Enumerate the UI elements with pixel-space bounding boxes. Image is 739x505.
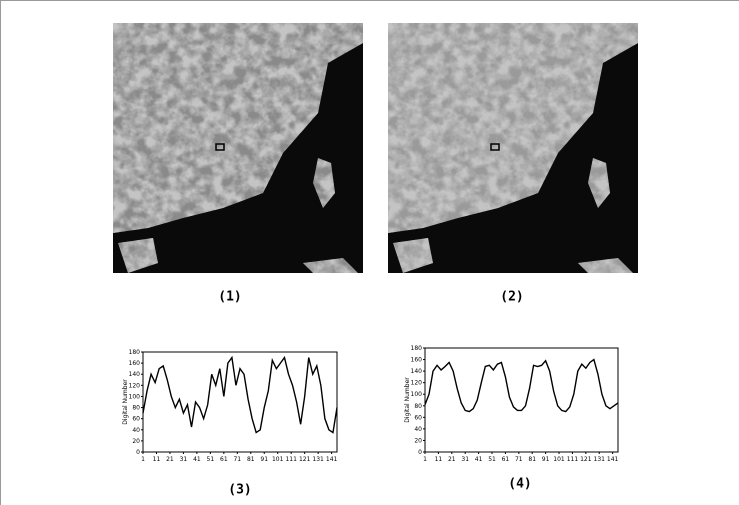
x-tick-label: 61: [220, 456, 228, 463]
y-axis-title: Digital Number: [404, 377, 411, 423]
y-tick-label: 80: [414, 403, 422, 410]
x-tick-label: 91: [542, 456, 550, 463]
x-tick-label: 131: [594, 456, 606, 463]
y-tick-label: 180: [129, 349, 141, 356]
plot-frame: [424, 347, 619, 453]
y-tick-label: 20: [414, 437, 422, 444]
x-tick-label: 31: [461, 456, 469, 463]
x-tick-label: 71: [233, 456, 241, 463]
x-tick-label: 21: [448, 456, 456, 463]
y-tick-label: 60: [414, 414, 422, 421]
x-tick-label: 111: [567, 456, 579, 463]
x-tick-label: 81: [247, 456, 255, 463]
satellite-image: [113, 23, 363, 273]
x-tick-label: 131: [312, 456, 324, 463]
x-tick-label: 101: [272, 456, 284, 463]
y-tick-label: 160: [411, 357, 423, 364]
y-tick-label: 160: [129, 360, 141, 367]
x-tick-label: 121: [580, 456, 592, 463]
x-tick-label: 11: [435, 456, 443, 463]
y-tick-label: 0: [136, 449, 140, 456]
panel-label: (1): [218, 290, 241, 305]
y-tick-label: 0: [418, 449, 422, 456]
panel-label: (2): [500, 290, 523, 305]
y-tick-label: 140: [411, 368, 423, 375]
x-tick-label: 31: [180, 456, 188, 463]
x-tick-label: 91: [260, 456, 268, 463]
x-tick-label: 61: [502, 456, 510, 463]
y-tick-label: 100: [411, 391, 423, 398]
x-tick-label: 21: [166, 456, 174, 463]
panel-label: (4): [508, 477, 531, 492]
x-tick-label: 1: [141, 456, 145, 463]
x-tick-label: 101: [553, 456, 565, 463]
y-tick-label: 40: [414, 426, 422, 433]
data-line: [424, 358, 619, 413]
x-tick-label: 1: [423, 456, 427, 463]
y-tick-label: 40: [132, 427, 140, 434]
y-tick-label: 80: [132, 405, 140, 412]
x-tick-label: 51: [207, 456, 215, 463]
satellite-image: [388, 23, 638, 273]
x-tick-label: 111: [285, 456, 297, 463]
x-tick-label: 121: [299, 456, 311, 463]
y-tick-label: 20: [132, 438, 140, 445]
y-tick-label: 60: [132, 416, 140, 423]
y-tick-label: 100: [129, 393, 141, 400]
y-axis-title: Digital Number: [122, 379, 129, 425]
x-tick-label: 41: [475, 456, 483, 463]
y-tick-label: 120: [129, 382, 141, 389]
data-line: [142, 355, 338, 434]
x-tick-label: 41: [193, 456, 201, 463]
x-tick-label: 141: [607, 456, 619, 463]
x-tick-label: 51: [488, 456, 496, 463]
y-tick-label: 140: [129, 371, 141, 378]
x-tick-label: 71: [515, 456, 523, 463]
y-tick-label: 180: [411, 345, 423, 352]
x-tick-label: 11: [153, 456, 161, 463]
y-tick-label: 120: [411, 380, 423, 387]
panel-label: (3): [228, 483, 251, 498]
plot-frame: [142, 351, 338, 453]
x-tick-label: 141: [326, 456, 338, 463]
x-tick-label: 81: [528, 456, 536, 463]
